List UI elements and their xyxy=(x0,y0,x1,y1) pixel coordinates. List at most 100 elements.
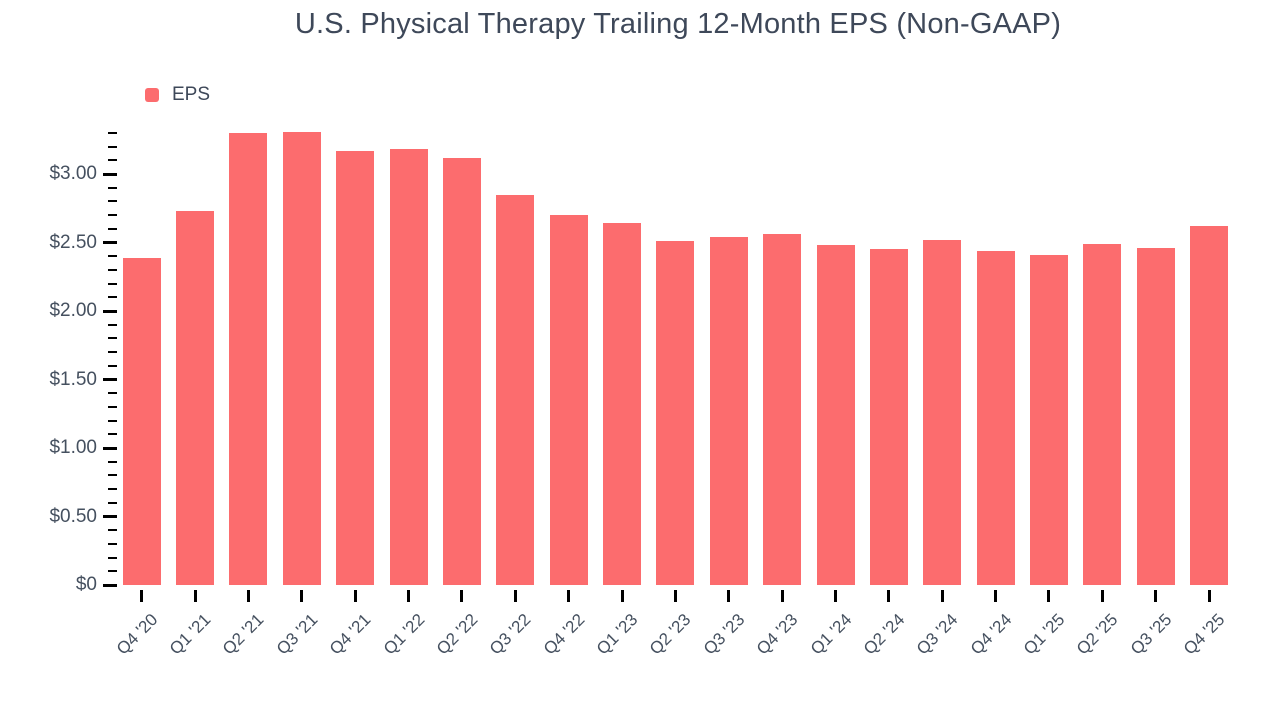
y-axis-label: $2.00 xyxy=(49,300,97,321)
x-axis-tick xyxy=(1154,590,1158,602)
y-axis-minor-tick xyxy=(108,282,117,285)
y-axis-label: $1.00 xyxy=(49,437,97,458)
x-axis-label-q4-23: Q4 '23 xyxy=(753,610,802,659)
bar-q2-24[interactable] xyxy=(869,249,908,585)
y-axis-major-tick xyxy=(103,172,117,176)
x-axis-label-q4-21: Q4 '21 xyxy=(326,610,375,659)
y-axis-minor-tick xyxy=(108,364,117,367)
x-axis-tick xyxy=(887,590,891,602)
x-axis-label-q4-24: Q4 '24 xyxy=(966,610,1016,659)
x-axis-label-q1-23: Q1 '23 xyxy=(592,610,642,659)
y-axis-minor-tick xyxy=(108,419,117,422)
bar-q4-24[interactable] xyxy=(976,250,1015,585)
x-axis-tick xyxy=(1100,590,1104,602)
y-axis-label: $1.50 xyxy=(49,368,97,390)
y-axis-major-tick xyxy=(103,309,117,313)
bar-q4-21[interactable] xyxy=(336,150,375,585)
bar-q4-23[interactable] xyxy=(763,234,802,585)
y-axis-major-tick xyxy=(103,446,117,450)
x-axis-tick xyxy=(193,590,197,602)
bar-q2-23[interactable] xyxy=(656,241,695,585)
y-axis-minor-tick xyxy=(108,474,117,477)
legend-label: EPS xyxy=(172,84,211,105)
bar-q4-22[interactable] xyxy=(549,215,588,585)
y-axis-minor-tick xyxy=(108,296,117,299)
x-axis-label-q2-21: Q2 '21 xyxy=(219,610,268,659)
y-axis-label: $0.50 xyxy=(49,505,97,527)
x-axis-label-q1-24: Q1 '24 xyxy=(806,610,855,659)
x-axis-tick xyxy=(780,590,784,602)
x-axis-label-q4-22: Q4 '22 xyxy=(539,610,589,659)
x-axis-tick xyxy=(994,590,998,602)
y-axis-minor-tick xyxy=(108,214,117,217)
y-axis-label: $0 xyxy=(75,574,97,595)
x-axis-label-q1-22: Q1 '22 xyxy=(379,610,428,659)
x-axis-tick xyxy=(940,590,944,602)
x-axis-tick xyxy=(727,590,731,602)
x-axis-tick xyxy=(1207,590,1211,602)
x-axis-tick xyxy=(620,590,624,602)
x-axis-label-q3-22: Q3 '22 xyxy=(486,610,535,659)
bar-q2-22[interactable] xyxy=(442,157,481,585)
y-axis-minor-tick xyxy=(108,542,117,545)
y-axis-major-tick xyxy=(103,378,117,381)
x-axis-tick xyxy=(407,590,411,602)
x-axis-tick xyxy=(353,590,357,602)
x-axis-tick xyxy=(460,590,464,602)
y-axis-minor-tick xyxy=(108,351,117,354)
x-axis-label-q1-25: Q1 '25 xyxy=(1019,610,1069,659)
bar-q4-20[interactable] xyxy=(122,257,161,585)
y-axis-minor-tick xyxy=(108,323,117,326)
x-axis-tick xyxy=(300,590,304,602)
bar-q1-21[interactable] xyxy=(176,210,215,585)
bar-q3-22[interactable] xyxy=(496,194,535,585)
y-axis-minor-tick xyxy=(108,392,117,395)
bar-q1-23[interactable] xyxy=(603,223,642,585)
y-axis-minor-tick xyxy=(108,255,117,258)
y-axis-minor-tick xyxy=(108,131,117,134)
legend-item-eps[interactable]: EPS xyxy=(145,84,210,106)
bar-q1-25[interactable] xyxy=(1029,254,1068,585)
y-axis-minor-tick xyxy=(108,433,117,436)
x-axis-tick xyxy=(513,590,517,602)
x-axis-tick xyxy=(567,590,571,602)
x-axis-label-q2-25: Q2 '25 xyxy=(1073,610,1122,659)
bar-q2-21[interactable] xyxy=(229,132,268,585)
bar-q3-21[interactable] xyxy=(282,131,321,585)
y-axis-minor-tick xyxy=(108,268,117,271)
y-axis-major-tick xyxy=(103,241,117,244)
y-axis-major-tick xyxy=(103,515,117,518)
legend-swatch-icon xyxy=(145,88,159,102)
y-axis-minor-tick xyxy=(108,337,117,340)
x-axis-label-q4-25: Q4 '25 xyxy=(1180,610,1229,659)
bar-q3-25[interactable] xyxy=(1136,247,1175,585)
bar-q1-24[interactable] xyxy=(816,245,855,585)
bar-q1-22[interactable] xyxy=(389,149,428,585)
x-axis-label-q1-21: Q1 '21 xyxy=(166,610,215,659)
bar-q3-23[interactable] xyxy=(709,237,748,585)
x-axis-label-q3-21: Q3 '21 xyxy=(272,610,322,659)
y-axis-minor-tick xyxy=(108,145,117,148)
x-axis-label-q3-23: Q3 '23 xyxy=(699,610,749,659)
bar-q2-25[interactable] xyxy=(1083,243,1122,585)
y-axis-major-tick xyxy=(103,583,117,587)
y-axis-minor-tick xyxy=(108,460,117,463)
x-axis-label-q2-22: Q2 '22 xyxy=(432,610,482,659)
y-axis-minor-tick xyxy=(108,186,117,189)
bar-q4-25[interactable] xyxy=(1190,226,1229,585)
y-axis-minor-tick xyxy=(108,556,117,559)
y-axis-minor-tick xyxy=(108,488,117,491)
x-axis-tick xyxy=(140,590,144,602)
x-axis-label-q2-24: Q2 '24 xyxy=(859,610,909,659)
y-axis-label: $2.50 xyxy=(49,231,97,253)
y-axis-minor-tick xyxy=(108,501,117,504)
x-axis-label-q2-23: Q2 '23 xyxy=(646,610,695,659)
bar-q3-24[interactable] xyxy=(923,239,962,585)
y-axis-minor-tick xyxy=(108,159,117,162)
y-axis-minor-tick xyxy=(108,405,117,408)
x-axis-label-q3-25: Q3 '25 xyxy=(1126,610,1176,659)
chart-title: U.S. Physical Therapy Trailing 12-Month … xyxy=(294,8,1062,40)
y-axis-minor-tick xyxy=(108,200,117,203)
